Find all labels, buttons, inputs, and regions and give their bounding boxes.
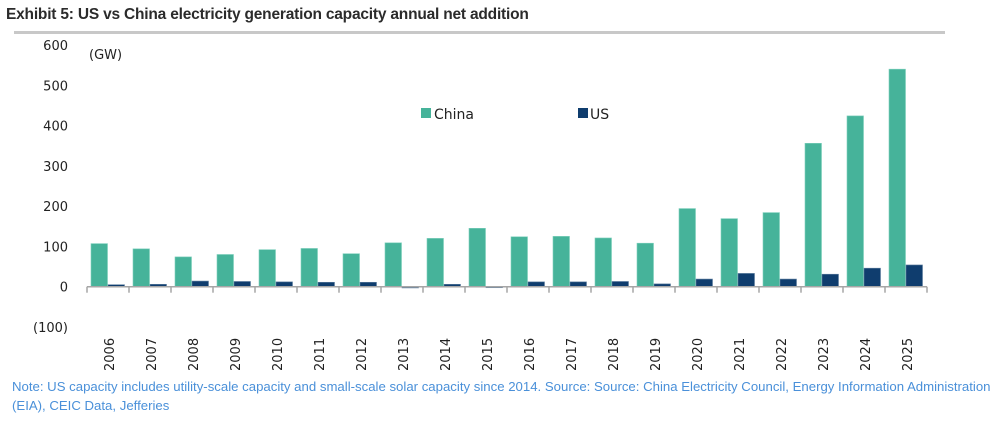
x-tick-label: 2024 (859, 338, 874, 371)
bar-us-2021 (737, 273, 755, 288)
bar-us-2022 (779, 278, 797, 288)
x-tick-label: 2006 (103, 338, 118, 371)
legend: China US (421, 107, 609, 123)
bar-china-2023 (804, 142, 822, 288)
bar-us-2018 (611, 281, 629, 288)
x-tick-label: 2014 (439, 338, 454, 371)
x-tick-label: 2008 (187, 338, 202, 371)
x-tick-label: 2012 (355, 338, 370, 371)
bar-china-2006 (90, 243, 108, 288)
bar-china-2015 (468, 228, 486, 288)
x-tick-label: 2021 (733, 338, 748, 371)
y-tick-label: 200 (43, 200, 68, 215)
y-tick-label: 400 (43, 120, 68, 135)
bar-us-2024 (863, 267, 881, 288)
x-tick-label: 2018 (607, 338, 622, 371)
bar-us-2009 (233, 281, 251, 288)
x-tick-label: 2007 (145, 338, 160, 371)
x-tick-label: 2015 (481, 338, 496, 371)
y-tick-label: 0 (60, 281, 68, 296)
bar-china-2014 (426, 238, 444, 288)
legend-swatch-china (421, 108, 431, 118)
x-tick-label: 2022 (775, 338, 790, 371)
title-divider (14, 31, 945, 34)
bar-china-2009 (216, 254, 234, 288)
y-tick-label: 500 (43, 79, 68, 94)
bar-china-2019 (636, 242, 654, 288)
y-tick-label: 600 (43, 39, 68, 54)
x-tick-label: 2009 (229, 338, 244, 371)
x-tick-label: 2010 (271, 338, 286, 371)
bar-us-2023 (821, 273, 839, 288)
bar-china-2011 (300, 248, 318, 288)
x-tick-label: 2019 (649, 338, 664, 371)
x-tick-label: 2025 (901, 338, 916, 371)
bar-china-2021 (720, 218, 738, 288)
legend-swatch-us (578, 108, 588, 118)
bar-china-2013 (384, 242, 402, 288)
bar-china-2024 (846, 115, 864, 288)
bar-china-2022 (762, 212, 780, 288)
legend-label-china: China (434, 107, 474, 123)
y-axis: 600 500 400 300 200 100 0 (100) (33, 39, 68, 336)
source-note: Note: US capacity includes utility-scale… (12, 379, 991, 413)
bar-us-2008 (191, 280, 209, 288)
y-unit-label: (GW) (89, 48, 122, 63)
bar-china-2018 (594, 237, 612, 288)
bars (90, 68, 923, 289)
bar-us-2020 (695, 278, 713, 288)
chart-title: Exhibit 5: US vs China electricity gener… (6, 6, 529, 23)
x-tick-label: 2016 (523, 338, 538, 371)
bar-china-2012 (342, 253, 360, 288)
y-tick-label: 300 (43, 160, 68, 175)
y-tick-label: (100) (33, 321, 68, 336)
x-tick-label: 2013 (397, 338, 412, 371)
legend-item-us: US (578, 107, 609, 123)
x-tick-label: 2020 (691, 338, 706, 371)
y-tick-label: 100 (43, 240, 68, 255)
x-tick-label: 2023 (817, 338, 832, 371)
bar-china-2008 (174, 256, 192, 288)
bar-us-2025 (905, 264, 923, 288)
x-axis: 2006 2007 2008 2009 2010 2011 2012 2013 2014 2015… (86, 285, 928, 371)
legend-label-us: US (590, 107, 609, 123)
bar-china-2017 (552, 236, 570, 288)
legend-item-china: China (421, 107, 474, 123)
bar-china-2020 (678, 208, 696, 288)
bar-china-2010 (258, 249, 276, 288)
bar-china-2007 (132, 248, 150, 288)
bar-china-2016 (510, 236, 528, 288)
x-tick-label: 2017 (565, 338, 580, 371)
x-tick-label: 2011 (313, 338, 328, 371)
bar-china-2025 (888, 68, 906, 288)
